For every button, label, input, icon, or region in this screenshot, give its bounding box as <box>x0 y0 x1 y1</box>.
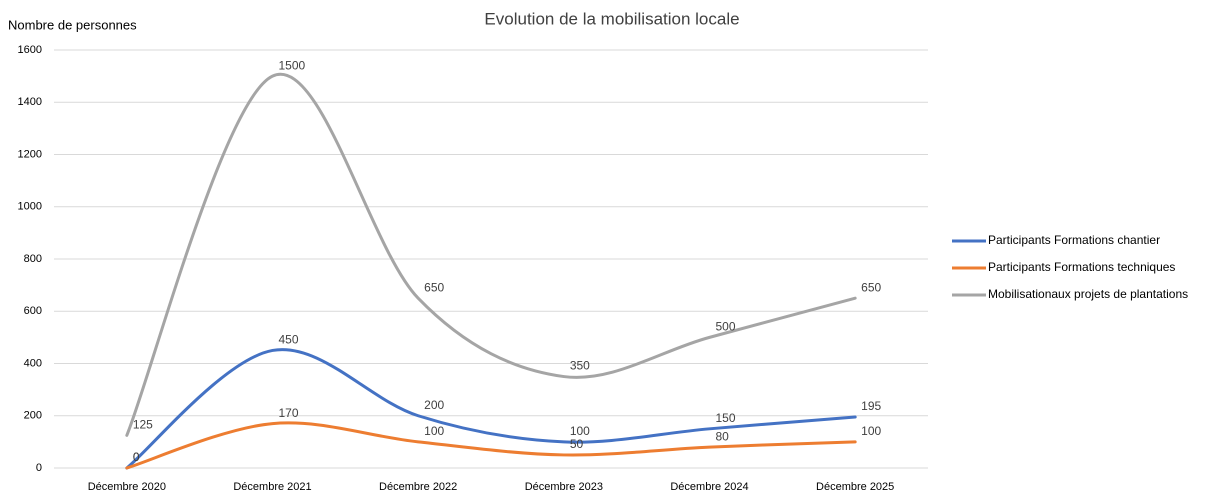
chart-title: Evolution de la mobilisation locale <box>484 9 739 28</box>
y-tick-label: 1200 <box>18 148 42 160</box>
data-label: 650 <box>861 280 881 294</box>
y-tick-label: 0 <box>36 462 42 474</box>
y-tick-label: 1400 <box>18 96 42 108</box>
data-label: 80 <box>716 429 730 443</box>
y-axis-label: Nombre de personnes <box>8 17 137 32</box>
x-tick-label: Décembre 2021 <box>233 481 311 492</box>
x-tick-label: Décembre 2023 <box>525 481 603 492</box>
series-line <box>125 421 857 470</box>
data-label: 195 <box>861 399 881 413</box>
data-label: 650 <box>424 280 444 294</box>
data-label: 100 <box>570 424 590 438</box>
y-tick-label: 1000 <box>18 201 42 213</box>
data-label: 450 <box>279 333 299 347</box>
legend-label: Mobilisationaux projets de plantations <box>988 287 1188 301</box>
data-label: 0 <box>133 450 140 464</box>
y-tick-label: 200 <box>24 410 42 422</box>
y-tick-label: 1600 <box>18 44 42 56</box>
y-tick-label: 800 <box>24 253 42 265</box>
data-label: 125 <box>133 418 153 432</box>
data-label: 350 <box>570 359 590 373</box>
data-label: 500 <box>716 320 736 334</box>
x-tick-label: Décembre 2024 <box>670 481 748 492</box>
data-label: 150 <box>716 411 736 425</box>
x-tick-label: Décembre 2025 <box>816 481 894 492</box>
series-line <box>125 348 857 470</box>
data-label: 100 <box>861 424 881 438</box>
series-line <box>125 72 857 437</box>
data-label: 1500 <box>279 58 306 72</box>
y-tick-label: 600 <box>24 305 42 317</box>
data-label: 50 <box>570 437 584 451</box>
y-tick-label: 400 <box>24 357 42 369</box>
data-label: 0 <box>133 450 140 464</box>
data-label: 170 <box>279 406 299 420</box>
data-label: 100 <box>424 424 444 438</box>
x-tick-label: Décembre 2022 <box>379 481 457 492</box>
data-label: 200 <box>424 398 444 412</box>
legend-label: Participants Formations techniques <box>988 260 1175 274</box>
x-tick-label: Décembre 2020 <box>88 481 166 492</box>
legend-label: Participants Formations chantier <box>988 233 1160 247</box>
